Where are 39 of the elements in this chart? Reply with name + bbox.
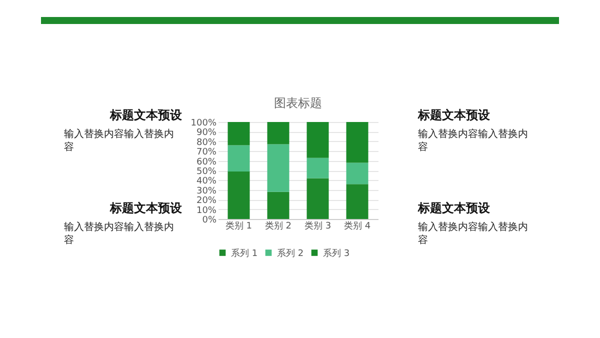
bar [306, 122, 329, 158]
x-tick-label: 类别 3 [304, 220, 332, 232]
text: 标题文本预设 [108, 200, 182, 217]
y-tick-label: 50% [196, 167, 217, 177]
bar [346, 162, 368, 184]
x-tick-label: 类别 1 [225, 220, 252, 232]
bar [267, 122, 290, 144]
text: 输入替换内容输入替换内容 [418, 128, 529, 154]
legend-label: 系列 3 [323, 248, 350, 259]
y-tick-label: 60% [196, 157, 217, 168]
y-tick-label: 0% [202, 216, 217, 226]
bar [228, 171, 250, 219]
y-tick-label: 90% [196, 128, 217, 138]
x-tick-label: 类别 2 [264, 220, 292, 232]
y-tick-label: 100% [190, 118, 217, 128]
chart-title: 图表标题 [274, 96, 322, 110]
legend-label: 系列 1 [231, 248, 258, 259]
y-tick-label: 80% [196, 138, 217, 148]
text: 标题文本预设 [418, 107, 491, 124]
y-tick-label: 70% [196, 148, 217, 158]
text: 标题文本预设 [418, 200, 491, 217]
y-tick-label: 10% [196, 206, 217, 216]
text: 标题文本预设 [108, 107, 182, 124]
legend-label: 系列 2 [277, 248, 304, 259]
bar [306, 158, 329, 178]
bar [346, 122, 368, 163]
y-tick-label: 20% [196, 196, 217, 206]
bar [267, 192, 290, 219]
bar [228, 122, 250, 146]
text: 输入替换内容输入替换内容 [64, 221, 175, 247]
bar [267, 144, 290, 192]
bar [346, 184, 368, 219]
x-tick-label: 类别 4 [344, 220, 371, 232]
text: 输入替换内容输入替换内容 [418, 221, 529, 247]
y-tick-label: 30% [196, 186, 217, 196]
y-tick-label: 40% [196, 176, 217, 187]
text: 输入替换内容输入替换内容 [64, 128, 175, 154]
bar [306, 178, 329, 219]
bar [228, 145, 250, 172]
